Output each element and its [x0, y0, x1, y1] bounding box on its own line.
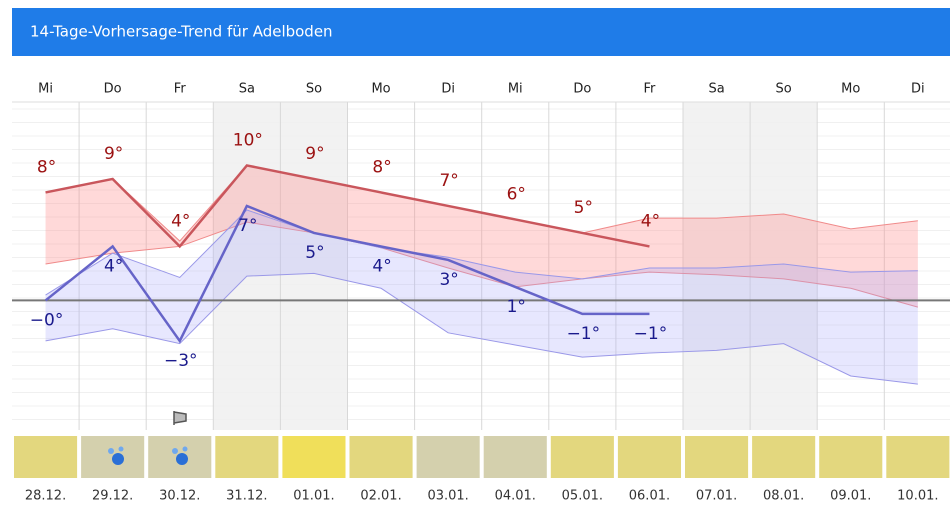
weekday-label: Fr: [644, 82, 657, 97]
weather-icon: [112, 453, 124, 465]
weekday-label: So: [306, 82, 322, 97]
date-label: 04.01.: [495, 489, 536, 504]
date-label: 08.01.: [763, 489, 804, 504]
weather-tile: [617, 436, 681, 478]
temperature-line: [44, 204, 650, 344]
weekday-label: Do: [573, 82, 591, 97]
range-lower: [45, 221, 918, 308]
date-label: 28.12.: [25, 489, 66, 504]
range-band: [45, 209, 918, 385]
weather-icon: [108, 448, 114, 454]
range-lower: [45, 272, 918, 385]
date-label: 02.01.: [360, 489, 401, 504]
range-band: [45, 165, 918, 308]
temperature-label: 4°: [171, 211, 190, 231]
temperature-label: 9°: [305, 144, 324, 164]
weekday-label: Di: [441, 82, 455, 97]
weather-tile: [215, 436, 279, 478]
weekend-shade: [213, 102, 281, 430]
temperature-label: 7°: [439, 171, 458, 191]
weekend-shade: [683, 102, 751, 430]
weather-tile: [819, 436, 883, 478]
date-label: 07.01.: [696, 489, 737, 504]
weather-icon: [172, 448, 178, 454]
weather-tile: [14, 436, 78, 478]
date-label: 03.01.: [427, 489, 468, 504]
temperature-label: 4°: [641, 211, 660, 231]
weekend-shade: [280, 102, 348, 430]
background: [12, 101, 950, 430]
temperature-label: −1°: [634, 324, 668, 344]
weather-icon: [176, 453, 188, 465]
weather-tile: [752, 436, 816, 478]
date-label: 10.01.: [897, 489, 938, 504]
temperature-label: −1°: [567, 324, 601, 344]
date-label: 06.01.: [629, 489, 670, 504]
temperature-label: 7°: [238, 216, 257, 236]
weather-tile: [886, 436, 950, 478]
weekend-shade: [750, 102, 818, 430]
temperature-label: 9°: [104, 144, 123, 164]
weekday-label: Mi: [38, 82, 53, 97]
date-label: 09.01.: [830, 489, 871, 504]
temperature-label: 5°: [574, 198, 593, 218]
temperature-label: 10°: [233, 130, 263, 150]
temperature-label: 6°: [507, 184, 526, 204]
weekday-label: Mo: [371, 82, 390, 97]
date-label: 05.01.: [562, 489, 603, 504]
weekday-label: Sa: [239, 82, 255, 97]
temperature-label: 5°: [305, 243, 324, 263]
date-label: 01.01.: [293, 489, 334, 504]
weather-tile: [550, 436, 614, 478]
temperature-label: −0°: [30, 310, 64, 330]
weather-icon: [182, 446, 188, 452]
weekday-label: Sa: [708, 82, 724, 97]
date-label: 31.12.: [226, 489, 267, 504]
temperature-label: 3°: [439, 270, 458, 290]
header-title: 14-Tage-Vorhersage-Trend für Adelboden: [30, 23, 333, 41]
temperature-line: [45, 164, 650, 249]
weekday-label: Fr: [174, 82, 187, 97]
weather-tile: [282, 436, 346, 478]
temperature-label: 1°: [507, 297, 526, 317]
date-label: 29.12.: [92, 489, 133, 504]
weather-tile: [416, 436, 480, 478]
weekday-label: So: [776, 82, 792, 97]
temperature-label: 8°: [372, 157, 391, 177]
weather-tile: [349, 436, 413, 478]
temperature-label: 4°: [104, 256, 123, 276]
weekday-label: Do: [104, 82, 122, 97]
temperature-label: −3°: [164, 351, 198, 371]
weekday-label: Mo: [841, 82, 860, 97]
weekday-label: Di: [911, 82, 925, 97]
weather-icon: [173, 411, 187, 425]
temperature-label: 4°: [372, 256, 391, 276]
header-bar: [12, 8, 950, 56]
temperature-label: 8°: [37, 157, 56, 177]
range-upper: [45, 209, 918, 296]
date-label: 30.12.: [159, 489, 200, 504]
weather-tile: [483, 436, 547, 478]
weekday-label: Mi: [508, 82, 523, 97]
weather-icon: [118, 446, 124, 452]
weather-tile: [685, 436, 749, 478]
